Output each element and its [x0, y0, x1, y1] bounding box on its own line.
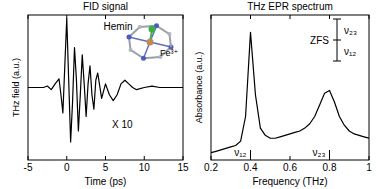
line: [28, 19, 183, 142]
x-tick: [290, 15, 291, 19]
x-tick: [183, 15, 184, 19]
x-tick-label: 0.8: [323, 162, 337, 173]
atom: [149, 26, 156, 33]
bracket-cap: [333, 40, 341, 41]
panel: FID signal Time (ps) THz field (a.u.) -5 0 5 1…: [11, 1, 189, 187]
zfs-bracket: [333, 19, 341, 61]
x-tick: [66, 156, 67, 160]
x-tick-label: 0.6: [283, 162, 297, 173]
bracket-cap: [333, 19, 341, 20]
atom: [167, 32, 171, 36]
x-tick: [369, 15, 370, 19]
x-tick: [144, 156, 145, 160]
x-label: Time (ps): [85, 176, 127, 187]
annotation: ν₁₂: [234, 147, 246, 158]
x-tick: [329, 15, 330, 19]
x-tick: [105, 15, 106, 19]
annotation: X 10: [112, 119, 133, 130]
x-tick-label: 10: [139, 162, 151, 173]
atom: [141, 56, 146, 61]
marker-line: [329, 150, 330, 160]
bracket-cap: [333, 61, 341, 62]
x-tick: [28, 15, 29, 19]
annotation: Fe³⁺: [160, 48, 179, 58]
frame: [28, 15, 183, 160]
x-tick: [211, 156, 212, 160]
atom: [126, 34, 131, 39]
annotation: ν₂₃: [344, 25, 357, 36]
x-tick-label: -5: [24, 162, 33, 173]
x-tick: [250, 15, 251, 19]
annotation: ZFS: [310, 35, 329, 46]
plot-area: [28, 19, 183, 142]
x-tick-label: 0.2: [204, 162, 218, 173]
x-tick-label: 0: [64, 162, 70, 173]
figure: FID signal Time (ps) THz field (a.u.) -5 0 5 1…: [0, 0, 376, 189]
x-tick-label: 0.4: [244, 162, 258, 173]
x-label: Frequency (THz): [252, 176, 327, 187]
marker-line: [250, 150, 251, 160]
x-tick: [369, 156, 370, 160]
x-tick: [28, 156, 29, 160]
title: FID signal: [83, 1, 128, 12]
atom: [147, 39, 154, 46]
x-tick-label: 1: [366, 162, 372, 173]
annotation: ν₂₃: [313, 147, 326, 158]
x-tick-label: 5: [103, 162, 109, 173]
x-tick: [211, 15, 212, 19]
x-tick: [144, 15, 145, 19]
y-label: THz field (a.u.): [11, 58, 21, 117]
x-tick-label: 15: [177, 162, 189, 173]
atom: [138, 25, 142, 29]
annotation: ν₁₂: [344, 46, 356, 57]
bond: [143, 57, 160, 58]
x-tick: [290, 156, 291, 160]
annotation: Hemin: [104, 21, 133, 32]
x-tick: [183, 156, 184, 160]
plot-area: [211, 32, 369, 152]
title: THz EPR spectrum: [247, 1, 333, 12]
x-tick: [105, 156, 106, 160]
atom: [129, 48, 133, 52]
y-label: Absorbance (a.u.): [194, 52, 204, 124]
panel: THz EPR spectrum Frequency (THz) Absorbanc…: [194, 1, 372, 187]
frame: [211, 15, 369, 160]
line: [211, 32, 369, 152]
